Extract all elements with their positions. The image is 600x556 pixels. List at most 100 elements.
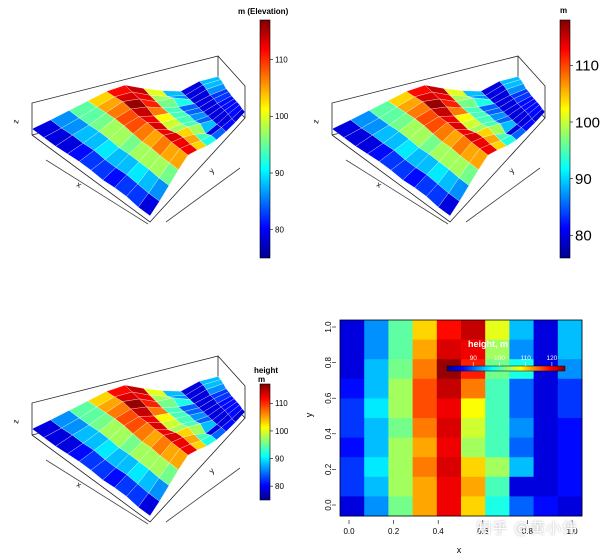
axis-label-z: z — [11, 119, 21, 125]
heatmap-cell — [461, 437, 486, 458]
heatmap-cell — [412, 339, 438, 360]
heatmap-cell — [557, 418, 583, 438]
heatmap-cell — [388, 476, 413, 497]
surface-panel-2: z x y — [311, 55, 546, 225]
heatmap-frame — [339, 319, 583, 517]
heatmap-cell — [509, 476, 534, 497]
axis-line-x — [45, 159, 149, 225]
colorbar-title: height — [254, 366, 278, 375]
legend-title: height, m — [468, 339, 508, 349]
heatmap-cell — [509, 437, 534, 458]
heatmap-x-label: x — [457, 545, 462, 555]
heatmap-cell — [461, 320, 486, 340]
heatmap-cell — [436, 320, 462, 340]
heatmap-cell — [557, 437, 583, 458]
axis-label-y: y — [207, 466, 216, 475]
heatmap-cell — [364, 359, 389, 380]
axis-line-y — [165, 467, 241, 523]
heatmap-cell — [436, 418, 462, 438]
heatmap-cell — [364, 418, 389, 438]
legend-ramp — [446, 365, 566, 372]
x-tick-label: 0.8 — [522, 527, 534, 536]
heatmap-cell — [412, 418, 438, 438]
heatmap-cell — [557, 359, 583, 380]
heatmap-cell — [461, 457, 486, 478]
legend-tick-label: 120 — [546, 355, 557, 362]
colorbar-tick-label: 100 — [575, 114, 600, 131]
heatmap-cell — [388, 457, 413, 478]
heatmap-cell — [364, 437, 389, 458]
heatmap-cell — [509, 378, 534, 399]
colorbar-tick-label: 100 — [275, 112, 289, 121]
heatmap-cell — [533, 476, 559, 497]
heatmap-cell — [461, 339, 486, 360]
colorbar-ramp — [259, 19, 271, 259]
surface-facet — [531, 108, 546, 123]
heatmap-cell — [340, 339, 365, 360]
y-tick-label: 0.8 — [324, 356, 333, 368]
heatmap-cell — [557, 320, 583, 340]
y-tick-label: 0.0 — [324, 499, 333, 511]
heatmap-cell — [388, 398, 413, 419]
heatmap-cell — [340, 398, 365, 419]
colorbar-tick-label: 80 — [275, 225, 284, 234]
legend-tick-label: 100 — [494, 355, 505, 362]
heatmap-cell — [557, 339, 583, 360]
heatmap-cell — [533, 398, 559, 419]
heatmap-cell — [436, 476, 462, 497]
heatmap-cell — [533, 418, 559, 438]
heatmap-cell — [509, 418, 534, 438]
heatmap-cell — [388, 496, 413, 517]
heatmap-cell — [364, 496, 389, 517]
y-tick-label: 0.4 — [324, 428, 333, 440]
x-tick-label: 1.0 — [566, 527, 578, 536]
x-tick-label: 0.4 — [433, 527, 445, 536]
heatmap-cell — [533, 437, 559, 458]
heatmap-legend: height, m 90 100 110 120 — [446, 339, 566, 372]
heatmap-cell — [340, 320, 365, 340]
heatmap-cell — [436, 339, 462, 360]
axis-label-x: x — [75, 480, 83, 490]
axis-label-x: x — [375, 180, 383, 190]
heatmap-cell — [533, 339, 559, 360]
colorbar-tick-label: 80 — [275, 482, 284, 491]
heatmap-cell — [461, 418, 486, 438]
heatmap-cell — [533, 320, 559, 340]
heatmap-cell — [509, 457, 534, 478]
heatmap-cell — [364, 339, 389, 360]
colorbar-tick-label: 80 — [575, 228, 592, 245]
heatmap-cell — [557, 496, 583, 517]
heatmap-cell — [364, 457, 389, 478]
axis-line-y — [465, 167, 541, 223]
heatmap-cell — [412, 496, 438, 517]
heatmap-cell — [485, 398, 510, 419]
heatmap-cell — [461, 398, 486, 419]
heatmap-cell — [557, 476, 583, 497]
heatmap-cell — [340, 437, 365, 458]
heatmap-cell — [557, 378, 583, 399]
heatmap-cell — [412, 398, 438, 419]
heatmap-cell — [340, 378, 365, 399]
heatmap-cell — [485, 457, 510, 478]
heatmap-cell — [509, 398, 534, 419]
watermark: 知乎 @黄小伟 — [476, 519, 578, 537]
heatmap-cell — [388, 437, 413, 458]
heatmap-cell — [436, 437, 462, 458]
heatmap-cell — [485, 437, 510, 458]
colorbar-tick-label: 100 — [275, 427, 289, 436]
axis-line-y — [165, 167, 241, 223]
axis-label-z: z — [11, 419, 21, 425]
heatmap-cell — [364, 476, 389, 497]
heatmap-cell — [388, 320, 413, 340]
heatmap-cell — [485, 378, 510, 399]
heatmap-cell — [485, 339, 510, 360]
heatmap-cell — [533, 496, 559, 517]
heatmap-cell — [340, 457, 365, 478]
heatmap-cell — [388, 359, 413, 380]
heatmap-cell — [412, 359, 438, 380]
axis-label-y: y — [507, 166, 516, 175]
heatmap-cell — [436, 496, 462, 517]
heatmap-cell — [557, 457, 583, 478]
y-tick-label: 0.2 — [324, 463, 333, 475]
